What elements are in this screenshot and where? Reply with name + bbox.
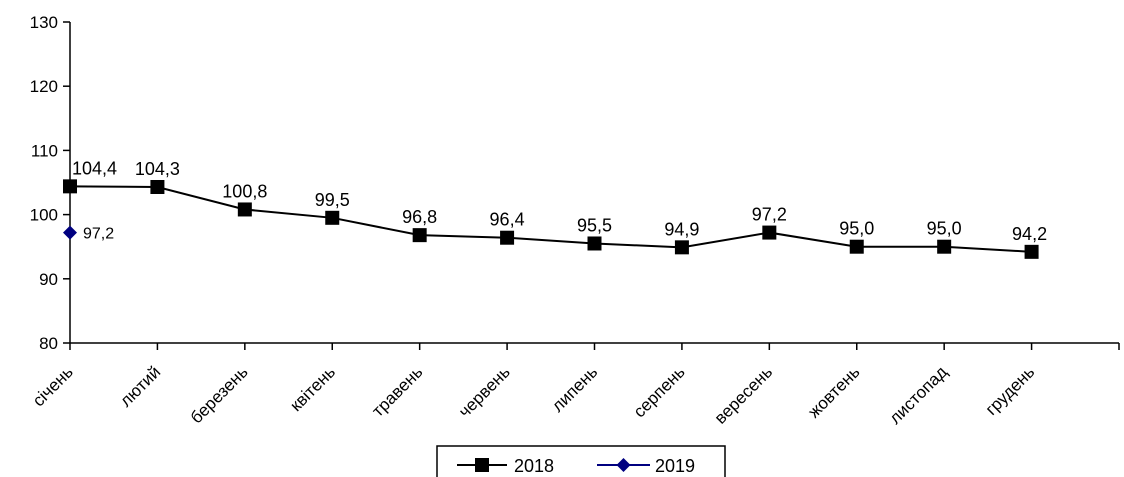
legend-marker-2018	[475, 458, 489, 472]
data-label-2018: 94,2	[1012, 224, 1047, 244]
data-point-2018	[1024, 244, 1039, 259]
x-tick-label: липень	[548, 362, 601, 415]
y-axis-ticks: 80 90 100 110 120 130	[30, 13, 70, 353]
series-line-2018	[69, 185, 1032, 253]
data-point-2018	[63, 179, 77, 194]
y-tick-label: 100	[30, 206, 58, 225]
data-label-2018: 95,0	[927, 219, 962, 239]
legend-label-2018: 2018	[514, 456, 554, 476]
data-point-2018	[325, 210, 340, 225]
y-tick-label: 90	[39, 270, 58, 289]
data-label-2018: 95,0	[839, 219, 874, 239]
legend-marker-2019	[616, 458, 631, 472]
data-labels: 104,4 104,3 100,8 99,5 96,8 96,4 95,5 94,9 97,2 9…	[72, 158, 1047, 243]
data-point-2018	[150, 179, 165, 194]
data-point-2018	[237, 202, 252, 217]
data-label-2019: 97,2	[83, 226, 114, 243]
data-label-2018: 104,4	[72, 158, 117, 178]
legend-label-2019: 2019	[655, 456, 695, 476]
x-tick-label: серпень	[630, 362, 689, 421]
y-tick-label: 110	[31, 141, 58, 160]
x-tick-label: квітень	[286, 362, 339, 415]
data-point-2019	[63, 225, 77, 240]
data-label-2018: 99,5	[315, 190, 350, 210]
x-tick-label: січень	[29, 362, 77, 410]
data-point-2018	[937, 239, 952, 254]
data-point-2018	[500, 230, 515, 245]
data-point-2018	[849, 239, 864, 254]
series-layer	[63, 179, 1039, 259]
y-tick-label: 120	[30, 77, 58, 96]
data-point-2018	[412, 228, 427, 243]
x-tick-label: вересень	[711, 362, 776, 427]
y-tick-label: 80	[39, 334, 58, 353]
x-tick-label: грудень	[982, 362, 1039, 419]
data-point-2018	[762, 225, 777, 240]
data-point-2018	[674, 240, 689, 255]
data-point-2018	[587, 236, 602, 251]
data-label-2018: 95,5	[577, 215, 612, 235]
data-label-2018: 96,4	[490, 210, 525, 230]
x-tick-label: червень	[455, 362, 514, 421]
y-tick-label: 130	[30, 13, 58, 32]
x-tick-label: березень	[187, 362, 252, 427]
x-tick-label: лютий	[116, 362, 164, 410]
x-axis-ticks: січень лютий березень квітень травень червень…	[29, 343, 1120, 428]
data-label-2018: 100,8	[222, 181, 267, 201]
data-label-2018: 104,3	[135, 159, 180, 179]
data-label-2018: 97,2	[752, 205, 787, 225]
x-tick-label: листопад	[886, 362, 951, 427]
data-label-2018: 96,8	[402, 207, 437, 227]
data-label-2018: 94,9	[664, 219, 699, 239]
legend: 2018 2019	[436, 445, 726, 477]
x-tick-label: жовтень	[804, 362, 863, 421]
x-tick-label: травень	[368, 362, 426, 420]
